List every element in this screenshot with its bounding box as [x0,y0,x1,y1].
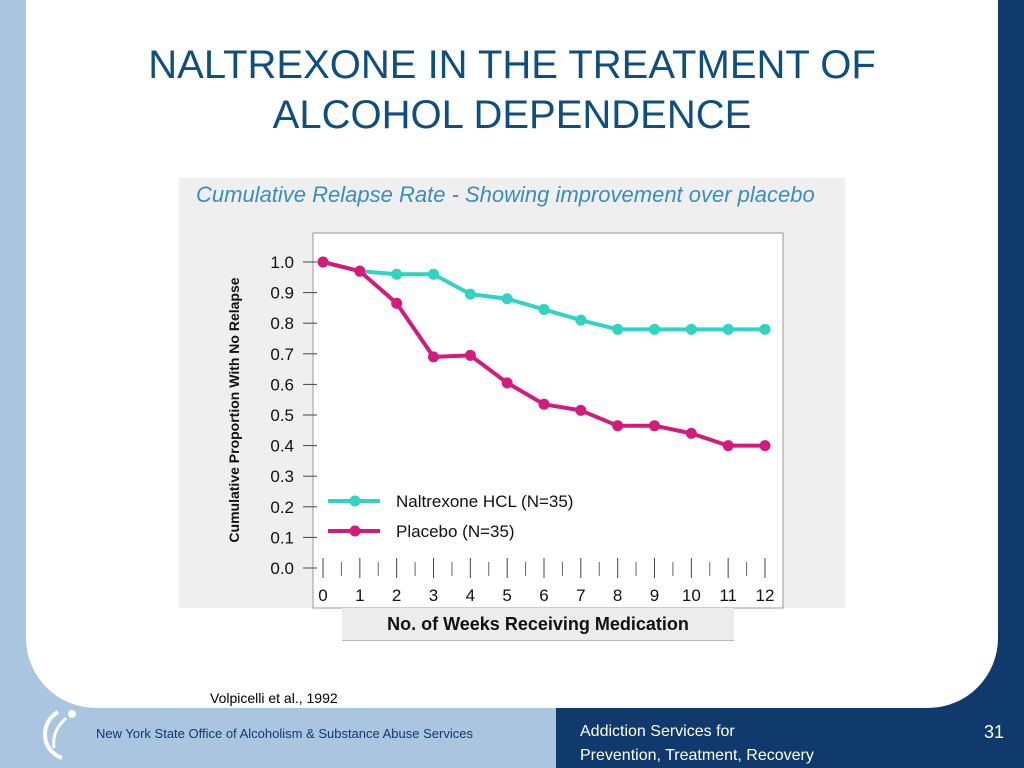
data-point-placebo [391,297,403,309]
y-tick-label: 0.1 [270,528,294,547]
x-tick-label: 11 [719,586,737,605]
title-line-2: ALCOHOL DEPENDENCE [272,93,752,137]
data-point-naltrexone [391,268,403,280]
x-axis-label: No. of Weeks Receiving Medication [387,614,689,634]
data-point-naltrexone [612,323,624,335]
y-tick-label: 1.0 [270,253,294,272]
data-point-placebo [354,265,366,277]
legend-swatch-marker [349,495,361,507]
data-point-naltrexone [464,288,476,300]
footer-organization: New York State Office of Alcoholism & Su… [96,726,473,741]
data-point-placebo [464,349,476,361]
y-tick-label: 0.9 [270,284,294,303]
data-point-naltrexone [538,303,550,315]
y-tick-label: 0.6 [270,375,294,394]
x-tick-label: 4 [466,586,475,605]
y-tick-label: 0.7 [270,345,294,364]
title-line-1: NALTREXONE IN THE TREATMENT OF [148,43,876,87]
y-tick-label: 0.4 [270,437,294,456]
x-tick-label: 0 [318,586,327,605]
data-point-placebo [649,420,660,432]
y-axis-label: Cumulative Proportion With No Relapse [226,277,242,542]
data-point-naltrexone [649,323,660,335]
x-tick-label: 12 [756,586,775,605]
legend-label: Naltrexone HCL (N=35) [396,492,573,511]
x-tick-label: 7 [576,586,585,605]
data-point-naltrexone [685,323,697,335]
footer-tagline-line-1: Addiction Services for [580,723,735,740]
data-point-placebo [317,256,329,268]
footer-tagline: Addiction Services for Prevention, Treat… [580,720,814,768]
data-point-placebo [575,404,587,416]
footer-tagline-line-2: Prevention, Treatment, Recovery [580,747,814,764]
data-point-placebo [501,377,513,389]
y-tick-label: 0.3 [270,467,294,486]
x-tick-label: 1 [355,586,364,605]
x-tick-label: 8 [613,586,622,605]
y-tick-label: 0.8 [270,314,294,333]
citation: Volpicelli et al., 1992 [210,690,338,706]
data-point-placebo [759,440,771,452]
x-tick-label: 3 [429,586,438,605]
data-point-naltrexone [428,268,439,280]
data-point-placebo [428,351,439,363]
oasas-logo-icon [43,710,76,760]
data-point-placebo [538,398,550,410]
x-tick-label: 5 [502,586,511,605]
data-point-naltrexone [575,314,587,326]
x-tick-label: 2 [392,586,401,605]
data-point-naltrexone [501,293,513,305]
data-point-naltrexone [759,323,771,335]
page-number: 31 [984,722,1005,742]
data-point-placebo [722,440,734,452]
slide-title: NALTREXONE IN THE TREATMENT OF ALCOHOL D… [60,40,964,140]
x-axis-label-box: No. of Weeks Receiving Medication [342,608,734,641]
x-tick-label: 6 [539,586,548,605]
legend-swatch-marker [349,525,361,537]
y-tick-label: 0.0 [270,559,294,578]
chart-subtitle: Cumulative Relapse Rate - Showing improv… [196,182,815,207]
data-point-placebo [685,427,697,439]
data-point-naltrexone [722,323,734,335]
data-point-placebo [612,420,624,432]
y-tick-label: 0.2 [270,498,294,517]
y-tick-label: 0.5 [270,406,294,425]
legend-label: Placebo (N=35) [396,522,515,541]
x-tick-label: 10 [682,586,701,605]
x-tick-label: 9 [650,586,659,605]
plot-area [312,232,784,609]
